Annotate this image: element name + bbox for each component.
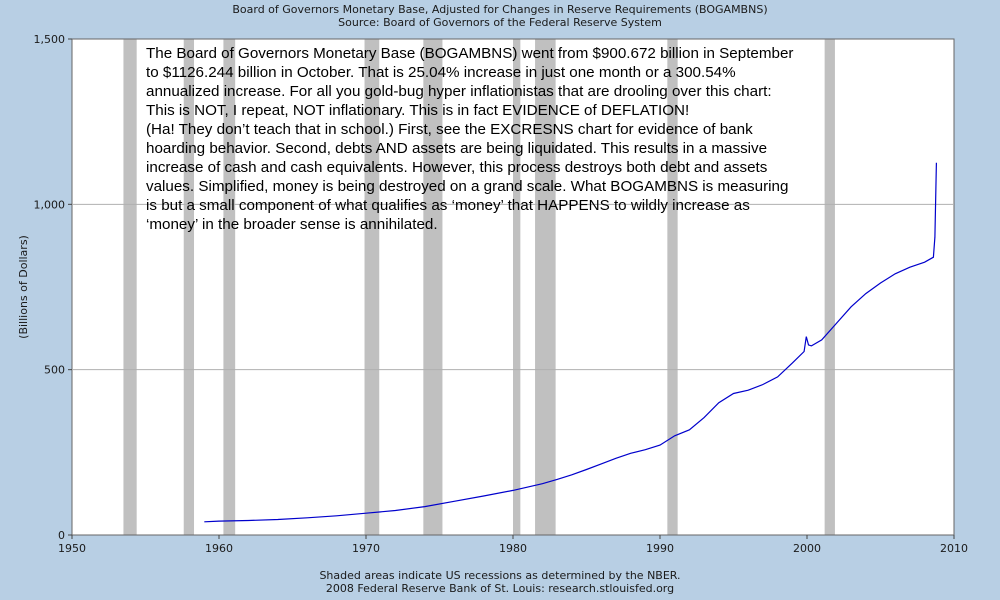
x-tick-label: 2000 [793,542,821,555]
recession-band [535,39,556,535]
annotation-line: values. Simplified, money is being destr… [146,178,789,195]
recession-band [183,39,195,535]
annotation-line: increase of cash and cash equivalents. H… [146,159,768,176]
y-tick-label: 0 [58,529,65,542]
annotation-line: to $1126.244 billion in October. That is… [146,64,736,81]
chart-subtitle: Source: Board of Governors of the Federa… [338,16,662,29]
recession-band [513,39,521,535]
recession-band [364,39,380,535]
recession-band [667,39,678,535]
x-tick-label: 1990 [646,542,674,555]
y-axis-label: (Billions of Dollars) [17,235,30,339]
footnote-copyright: 2008 Federal Reserve Bank of St. Louis: … [325,582,675,595]
chart-title: Board of Governors Monetary Base, Adjust… [232,3,768,16]
annotation-text: The Board of Governors Monetary Base (BO… [146,44,846,234]
y-tick-label: 1,500 [34,33,66,46]
annotation-line: annualized increase. For all you gold-bu… [146,83,772,100]
annotation-line: is but a small component of what qualifi… [146,197,750,214]
y-tick-label: 500 [44,364,65,377]
x-tick-label: 1960 [205,542,233,555]
footnote-recessions: Shaded areas indicate US recessions as d… [319,569,681,582]
recession-band [123,39,137,535]
x-tick-label: 1980 [499,542,527,555]
annotation-line: The Board of Governors Monetary Base (BO… [146,45,794,62]
annotation-line: hoarding behavior. Second, debts AND ass… [146,140,768,157]
y-tick-label: 1,000 [34,198,66,211]
recession-band [223,39,236,535]
x-tick-label: 2010 [940,542,968,555]
annotation-line: (Ha! They don’t teach that in school.) F… [146,121,753,138]
series-line [204,162,937,523]
recession-band [824,39,835,535]
x-tick-label: 1950 [58,542,86,555]
annotation-line: This is NOT, I repeat, NOT inflationary.… [146,102,690,119]
x-tick-label: 1970 [352,542,380,555]
annotation-line: ‘money’ in the broader sense is annihila… [146,216,438,233]
recession-band [423,39,443,535]
